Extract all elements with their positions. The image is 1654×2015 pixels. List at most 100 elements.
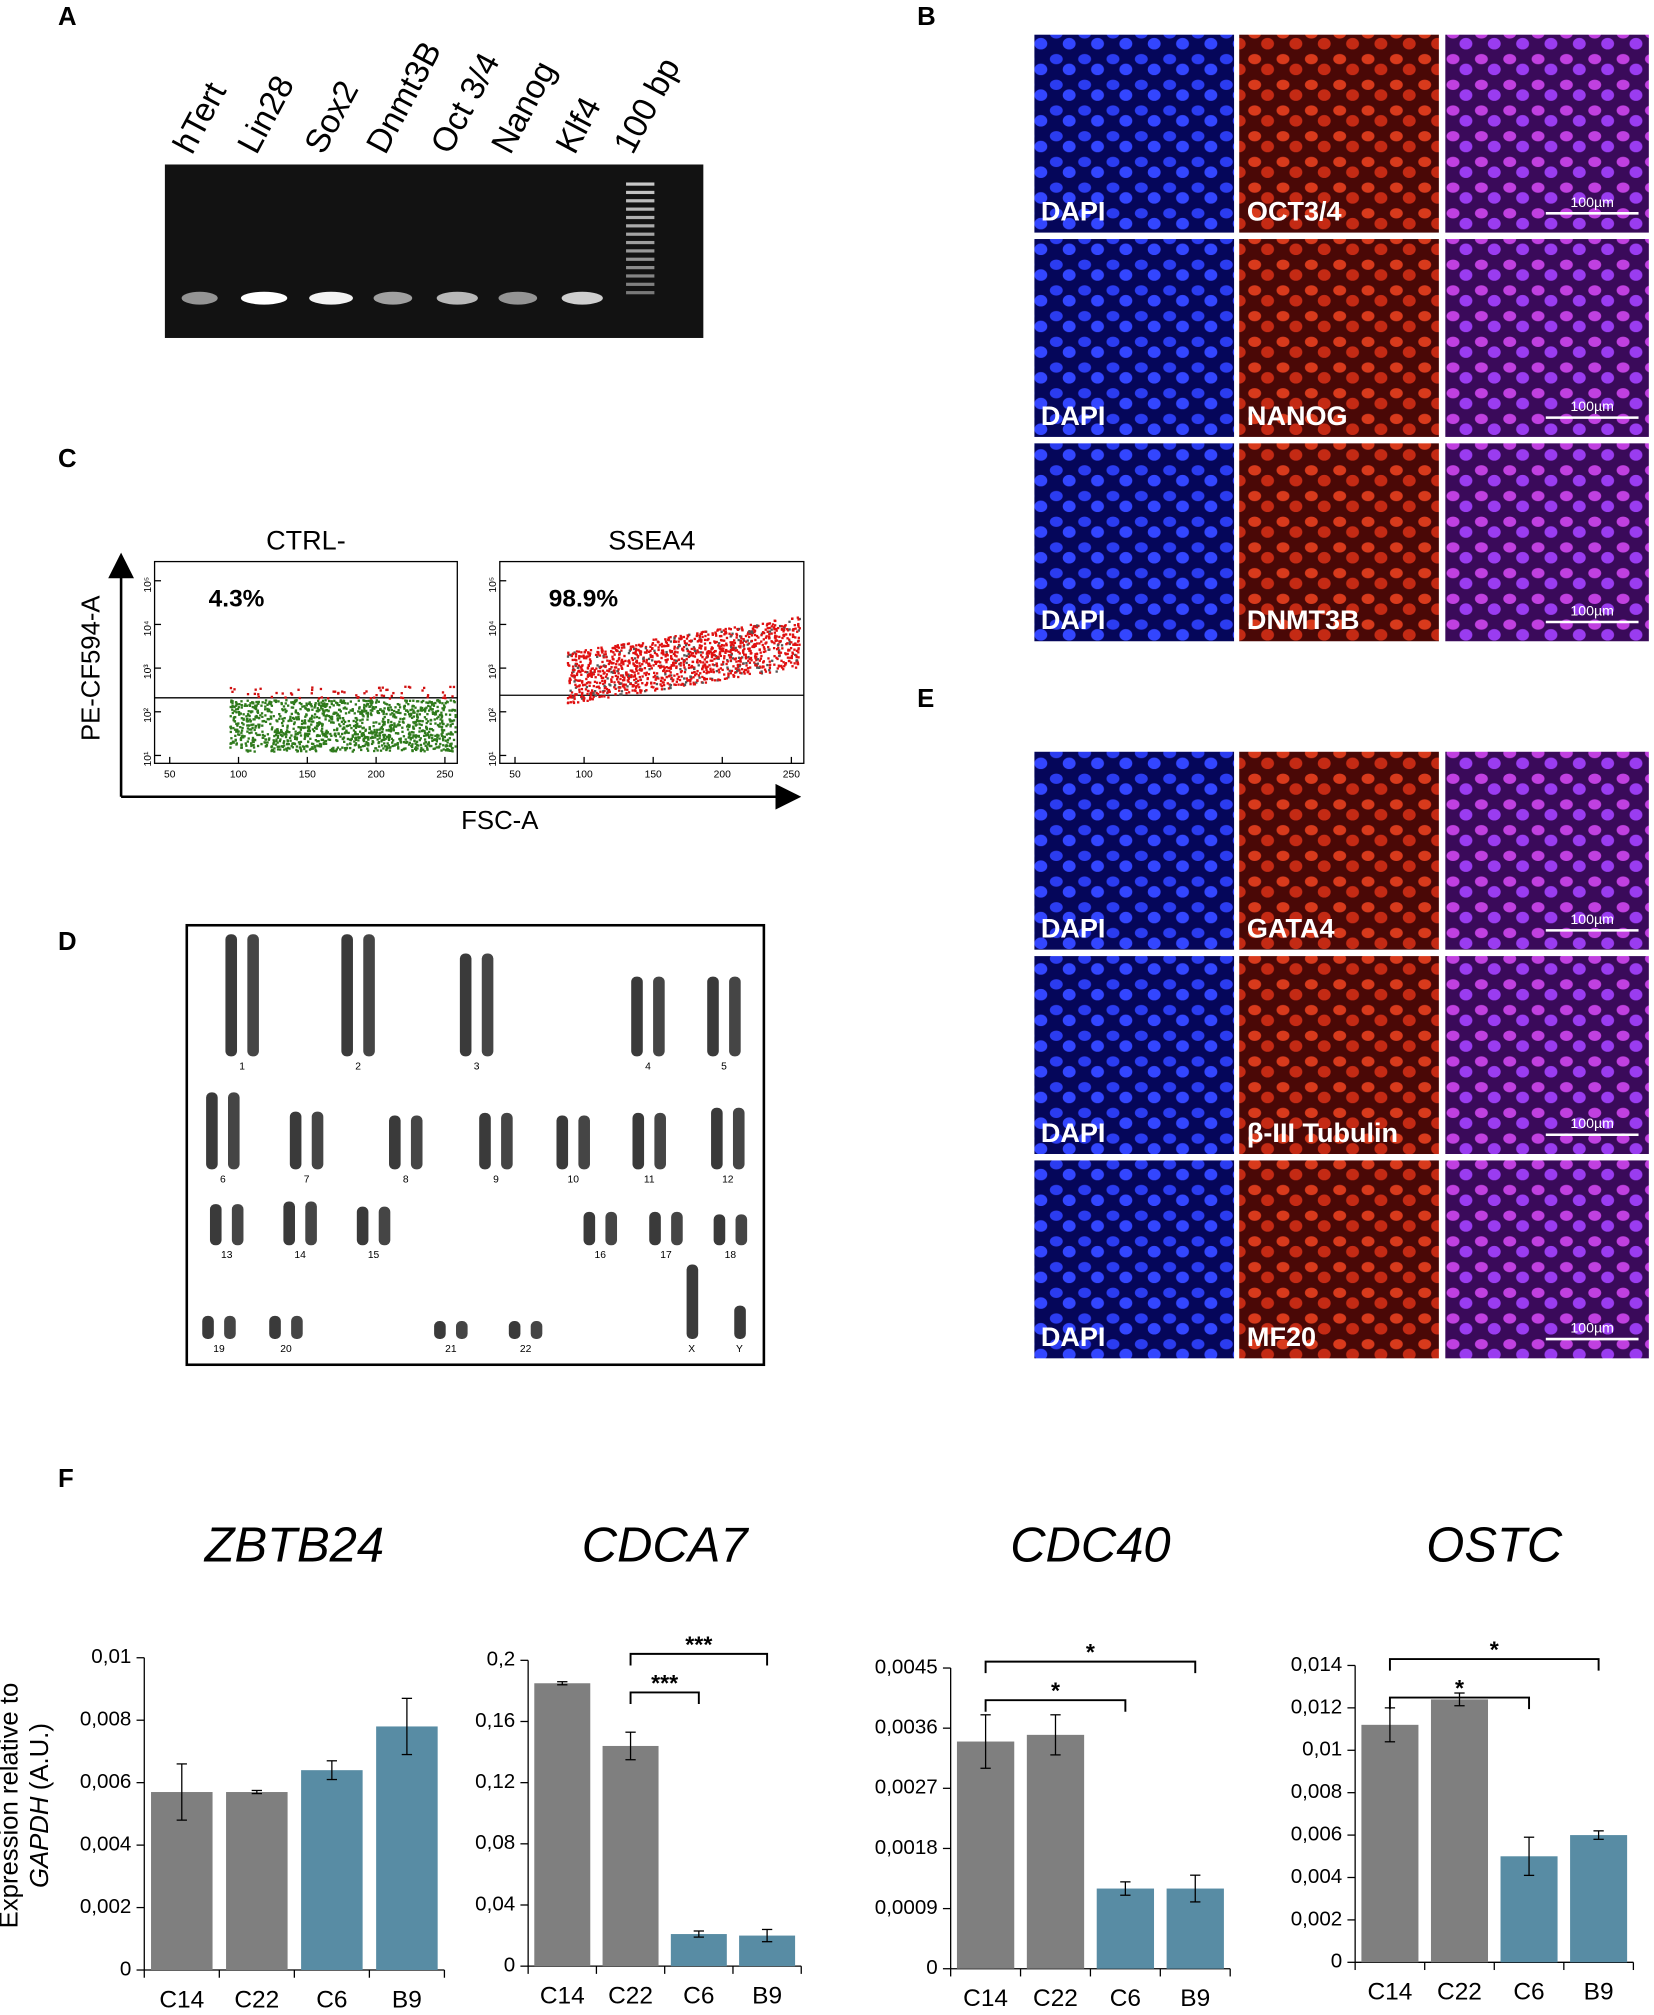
cell-event <box>292 701 295 704</box>
scale-label: 100µm <box>1570 398 1614 414</box>
cell-event <box>584 670 587 674</box>
cell-event <box>235 730 238 733</box>
cell-event <box>418 727 421 730</box>
cell-event <box>707 633 710 636</box>
cell-event <box>615 660 619 663</box>
cell-event <box>742 649 745 652</box>
cell-event <box>268 700 271 703</box>
cell-event <box>442 708 445 712</box>
cell-event <box>780 644 784 647</box>
cell-event <box>229 686 233 690</box>
cell-event <box>580 655 583 658</box>
chromosome-label: 9 <box>493 1174 499 1185</box>
cell-event <box>424 740 427 744</box>
ladder-band <box>626 240 655 245</box>
cell-event <box>622 663 625 666</box>
cell-event <box>354 716 357 720</box>
cell-event <box>370 704 373 707</box>
cell-event <box>720 634 723 638</box>
cell-event <box>357 725 360 728</box>
cell-event <box>235 711 238 714</box>
cell-event <box>644 673 648 677</box>
ladder-band <box>626 190 655 195</box>
cell-event <box>616 675 619 678</box>
cell-event <box>322 734 325 737</box>
cell-event <box>396 741 399 745</box>
chromosome-label: 14 <box>294 1250 306 1261</box>
cell-event <box>346 724 349 728</box>
cell-event <box>303 735 307 739</box>
y-tick-label: 0 <box>120 1957 131 1980</box>
cell-event <box>729 648 733 652</box>
x-tick-label: B9 <box>392 1986 422 2013</box>
cell-event <box>371 709 374 712</box>
cell-event <box>285 749 289 752</box>
cell-event <box>306 708 309 711</box>
cell-event <box>313 713 317 716</box>
cell-event <box>285 729 289 732</box>
cell-event <box>760 634 763 637</box>
cell-event <box>305 713 308 716</box>
cell-event <box>304 722 307 725</box>
cell-event <box>446 723 449 726</box>
y-tick-label: 0,0018 <box>875 1836 938 1859</box>
cell-event <box>764 650 767 653</box>
cell-event <box>442 696 445 700</box>
cell-event <box>698 659 702 663</box>
cell-event <box>674 683 677 687</box>
cell-event <box>379 749 383 752</box>
cell-event <box>720 645 723 648</box>
bar <box>602 1745 659 1967</box>
cell-event <box>749 623 753 627</box>
cell-event <box>289 715 292 718</box>
cell-event <box>601 676 605 680</box>
cell-event <box>773 628 777 631</box>
cell-event <box>373 749 376 753</box>
cell-event <box>571 652 574 656</box>
cell-event <box>747 659 750 663</box>
cell-event <box>233 710 236 713</box>
cell-event <box>701 681 704 684</box>
cell-event <box>293 721 296 724</box>
cell-event <box>662 651 665 654</box>
cell-event <box>771 623 775 626</box>
cell-event <box>316 724 319 728</box>
cell-event <box>574 683 577 686</box>
cell-event <box>647 672 651 676</box>
cell-event <box>335 711 338 714</box>
cell-event <box>282 744 286 747</box>
cell-event <box>404 699 407 702</box>
cell-event <box>586 655 589 658</box>
cell-event <box>421 689 424 692</box>
cell-event <box>234 734 237 738</box>
cell-event <box>660 685 664 688</box>
ladder-band <box>626 224 655 228</box>
cell-event <box>319 687 323 691</box>
cell-event <box>425 701 428 704</box>
cell-event <box>724 651 727 654</box>
cell-event <box>740 626 743 629</box>
cell-event <box>321 699 325 702</box>
cell-event <box>360 748 363 752</box>
cell-event <box>797 618 800 621</box>
y-tick-label: 0,002 <box>1291 1907 1343 1930</box>
cell-event <box>421 720 424 723</box>
error-bar <box>401 1697 413 1756</box>
chromosome <box>202 1315 214 1340</box>
cell-event <box>626 688 629 691</box>
cell-event <box>336 703 339 706</box>
cell-event <box>352 719 355 723</box>
cell-event <box>454 726 457 729</box>
cell-event <box>603 695 606 698</box>
cell-event <box>389 726 392 729</box>
cell-event <box>600 646 603 649</box>
x-tick-label: B9 <box>1584 1979 1614 2006</box>
cell-event <box>583 657 586 660</box>
chromosome-label: 15 <box>368 1250 380 1261</box>
cell-event <box>261 715 264 719</box>
cell-event <box>321 723 324 726</box>
cell-event <box>310 723 313 726</box>
x-tick-label: C6 <box>316 1986 347 2013</box>
cell-event <box>729 650 732 654</box>
cell-event <box>677 683 680 686</box>
